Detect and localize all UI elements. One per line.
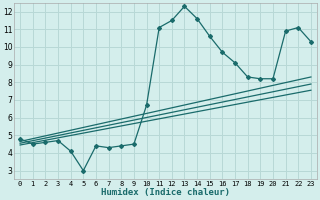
X-axis label: Humidex (Indice chaleur): Humidex (Indice chaleur) [101, 188, 230, 197]
